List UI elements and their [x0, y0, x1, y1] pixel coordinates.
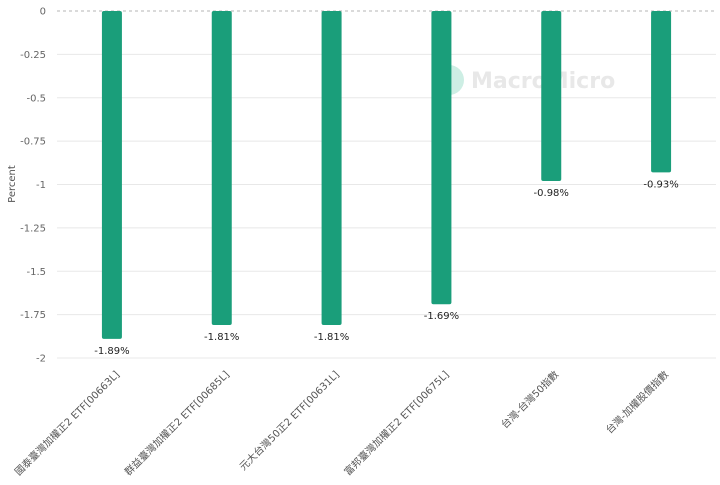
bar[interactable] — [211, 11, 232, 326]
y-tick-label: -1.75 — [20, 310, 46, 321]
x-category-label: 群益臺灣加權正2 ETF[00685L] — [122, 368, 232, 478]
y-tick-label: -1 — [36, 180, 46, 191]
y-tick-label: -1.25 — [20, 223, 46, 234]
y-tick-label: 0 — [40, 7, 46, 18]
x-category-label: 富邦臺灣加權正2 ETF[00675L] — [341, 368, 451, 478]
bar[interactable] — [541, 11, 562, 182]
y-axis-title: Percent — [7, 165, 18, 203]
y-tick-label: -0.5 — [26, 93, 46, 104]
x-category-label: 台灣-台灣50指數 — [498, 368, 561, 431]
bar[interactable] — [431, 11, 452, 305]
watermark: MacroMicro — [434, 65, 615, 95]
grid-lines — [57, 10, 716, 359]
data-label: -1.69% — [424, 311, 459, 322]
y-tick-label: -1.5 — [26, 267, 46, 278]
x-axis-labels: 國泰臺灣加權正2 ETF[00663L] 群益臺灣加權正2 ETF[00685L]… — [12, 368, 671, 478]
data-labels: -1.89% -1.81% -1.81% -1.69% -0.98% -0.93% — [94, 179, 679, 357]
bar[interactable] — [101, 11, 122, 339]
data-label: -0.98% — [534, 188, 569, 199]
data-label: -0.93% — [643, 179, 678, 190]
y-tick-label: -2 — [36, 354, 46, 365]
bar[interactable] — [651, 11, 672, 173]
x-category-label: 元大台灣50正2 ETF[00631L] — [237, 368, 342, 473]
y-tick-label: -0.25 — [20, 50, 46, 61]
x-category-label: 台灣-加權股價指數 — [603, 368, 671, 436]
data-label: -1.81% — [204, 332, 239, 343]
x-category-label: 國泰臺灣加權正2 ETF[00663L] — [12, 368, 122, 478]
y-axis-ticks: 0 -0.25 -0.5 -0.75 -1 -1.25 -1.5 -1.75 -2 — [20, 7, 46, 365]
data-label: -1.81% — [314, 332, 349, 343]
bars — [101, 11, 672, 339]
bar[interactable] — [321, 11, 342, 326]
data-label: -1.89% — [94, 346, 129, 357]
y-tick-label: -0.75 — [20, 137, 46, 148]
